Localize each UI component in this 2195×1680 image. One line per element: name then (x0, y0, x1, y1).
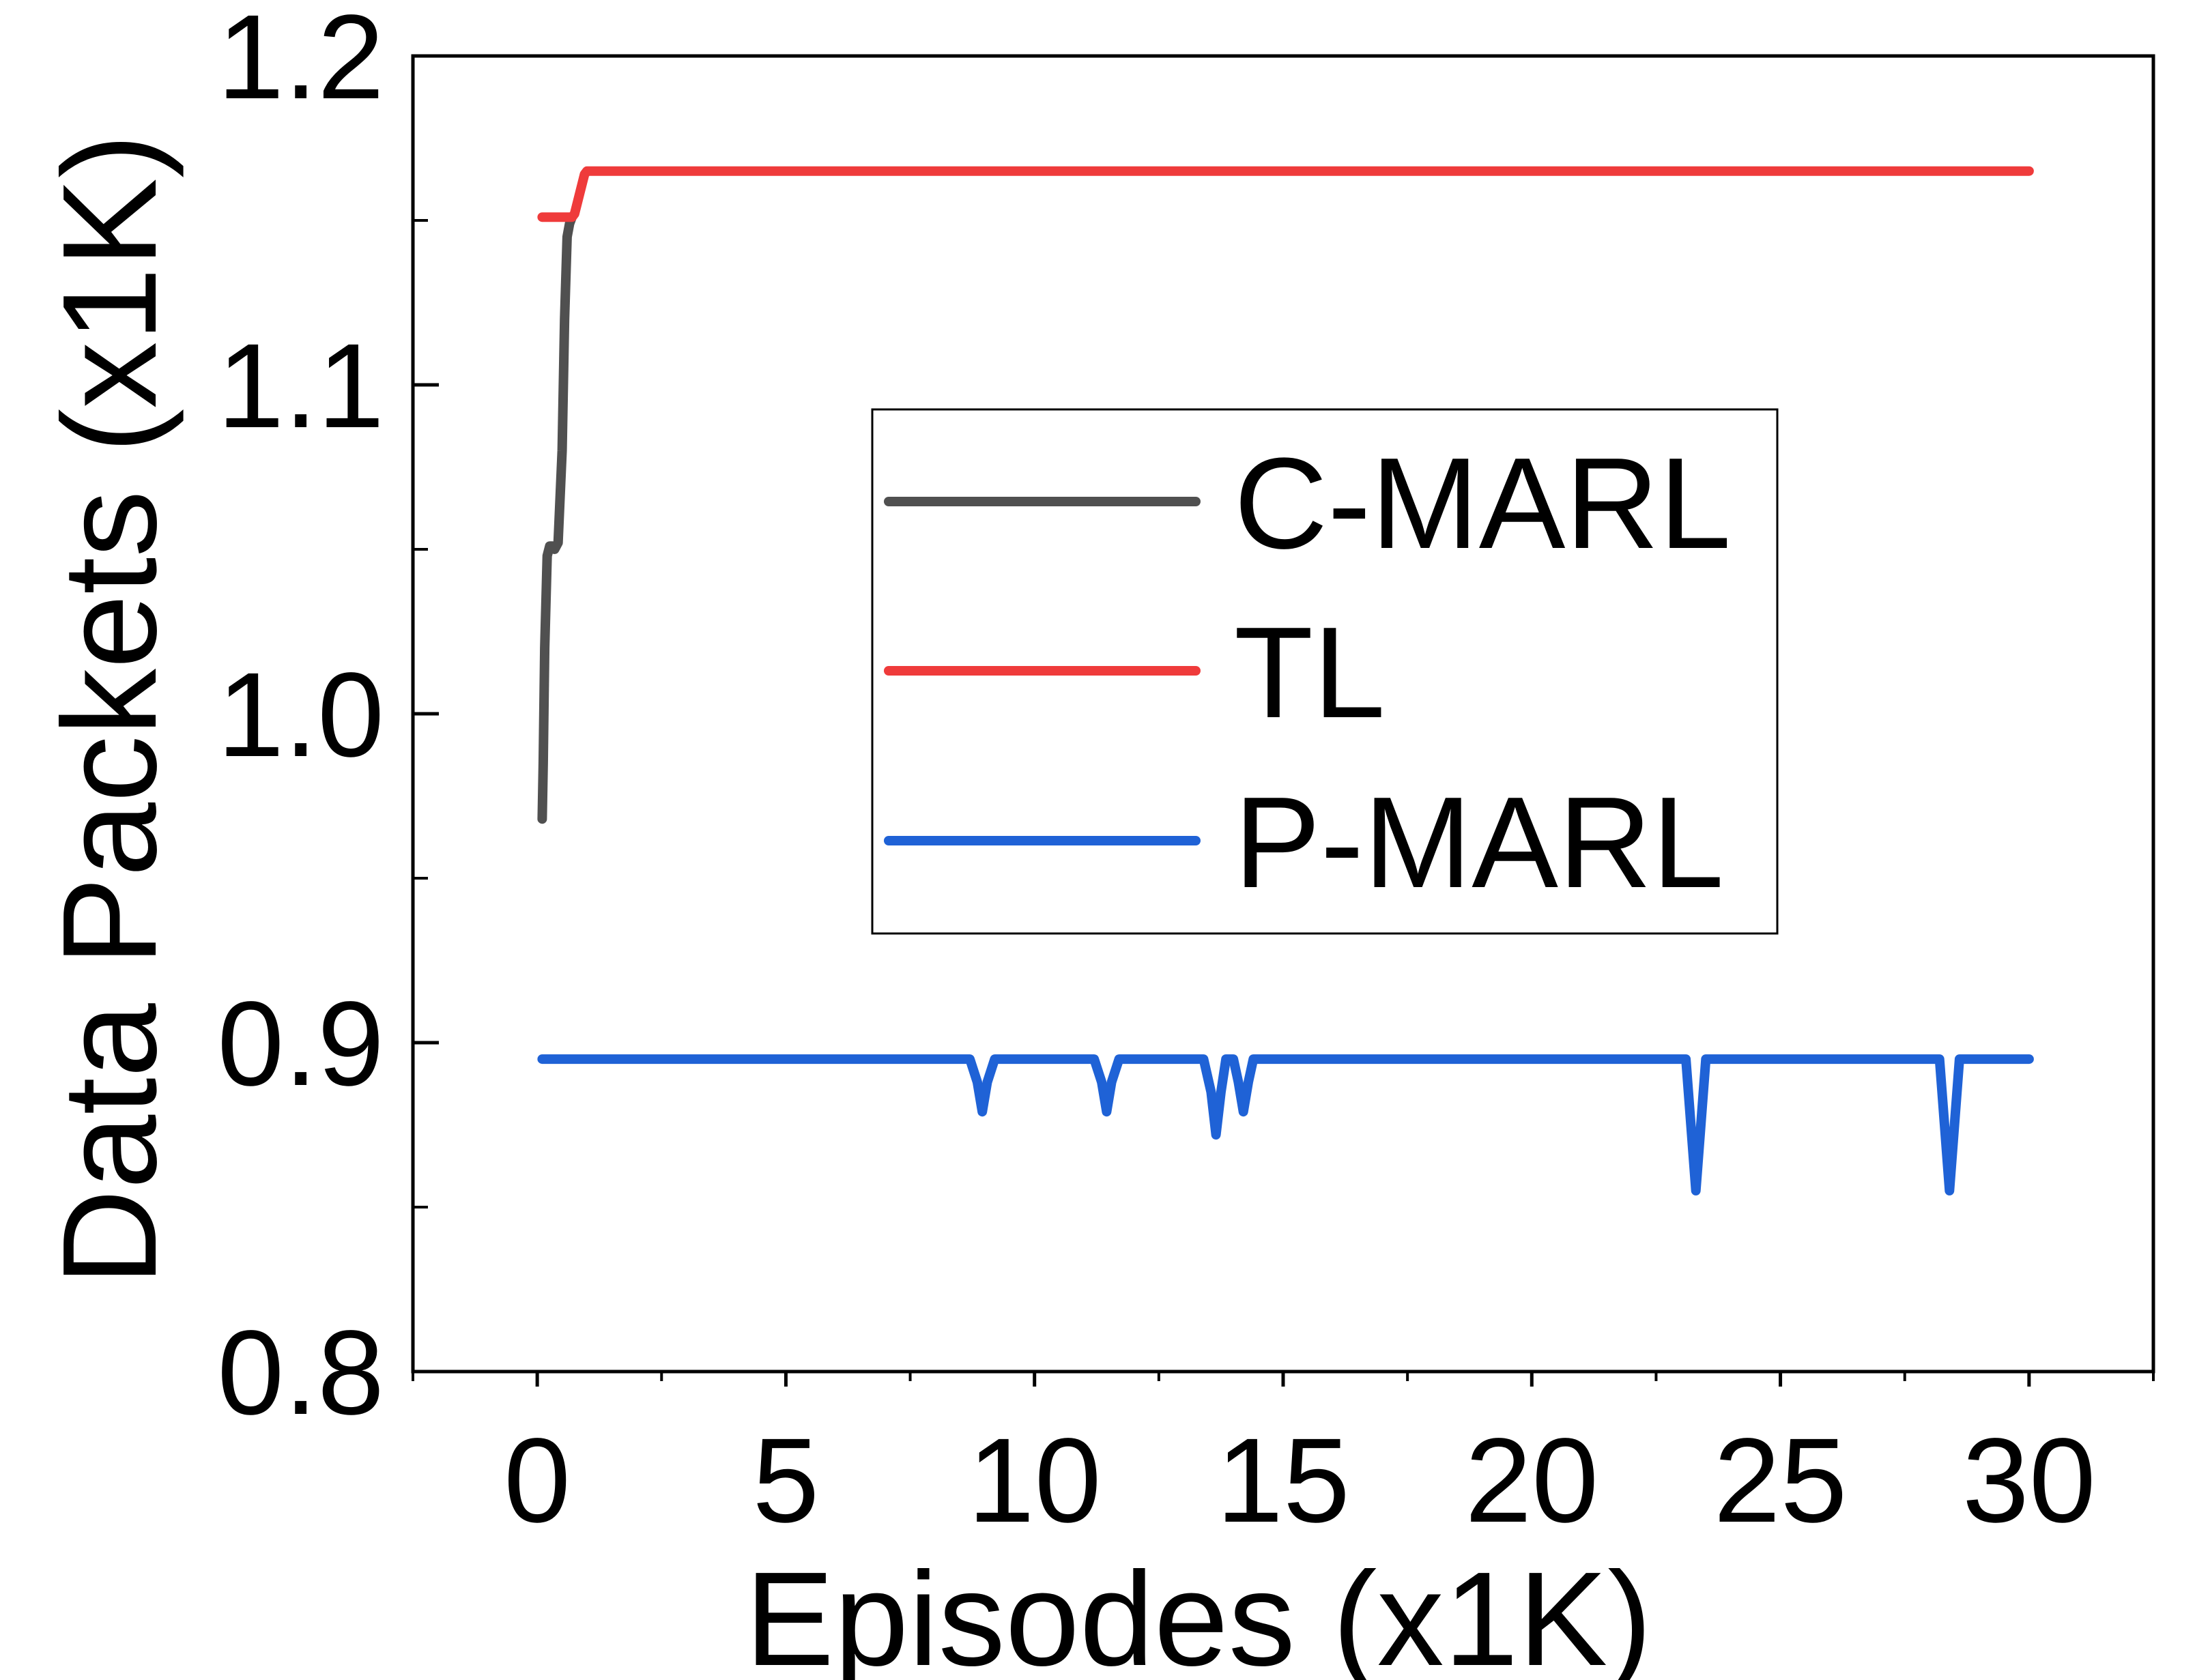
x-tick-label: 15 (1216, 1414, 1350, 1548)
x-axis: 0 5 10 15 20 25 30 (412, 1372, 2155, 1548)
series-line-c-marl (537, 212, 577, 824)
x-axis-label: Episodes (x1K) (745, 1544, 1652, 1680)
series-line-tl (537, 166, 2034, 222)
legend-label-p-marl: P-MARL (1234, 770, 1724, 915)
legend: C-MARL TL P-MARL (871, 408, 1779, 935)
series-lines (537, 166, 2034, 1196)
x-tick-label: 10 (968, 1414, 1102, 1548)
series-line-p-marl (537, 1054, 2034, 1196)
x-tick-label: 25 (1714, 1414, 1848, 1548)
x-tick-label: 5 (752, 1414, 819, 1548)
y-axis: 0.8 0.9 1.0 1.1 1.2 (217, 0, 439, 1440)
y-tick-label: 1.2 (217, 0, 384, 124)
x-tick-label: 20 (1465, 1414, 1598, 1548)
legend-label-tl: TL (1234, 600, 1386, 745)
y-tick-label: 1.1 (217, 319, 384, 453)
x-tick-label: 0 (504, 1414, 571, 1548)
y-tick-label: 1.0 (217, 648, 384, 782)
y-tick-label: 0.8 (217, 1306, 384, 1440)
legend-label-c-marl: C-MARL (1234, 431, 1731, 576)
x-tick-label: 30 (1962, 1414, 2096, 1548)
y-axis-label: Data Packets (x1K) (35, 134, 184, 1286)
y-tick-label: 0.9 (217, 977, 384, 1111)
